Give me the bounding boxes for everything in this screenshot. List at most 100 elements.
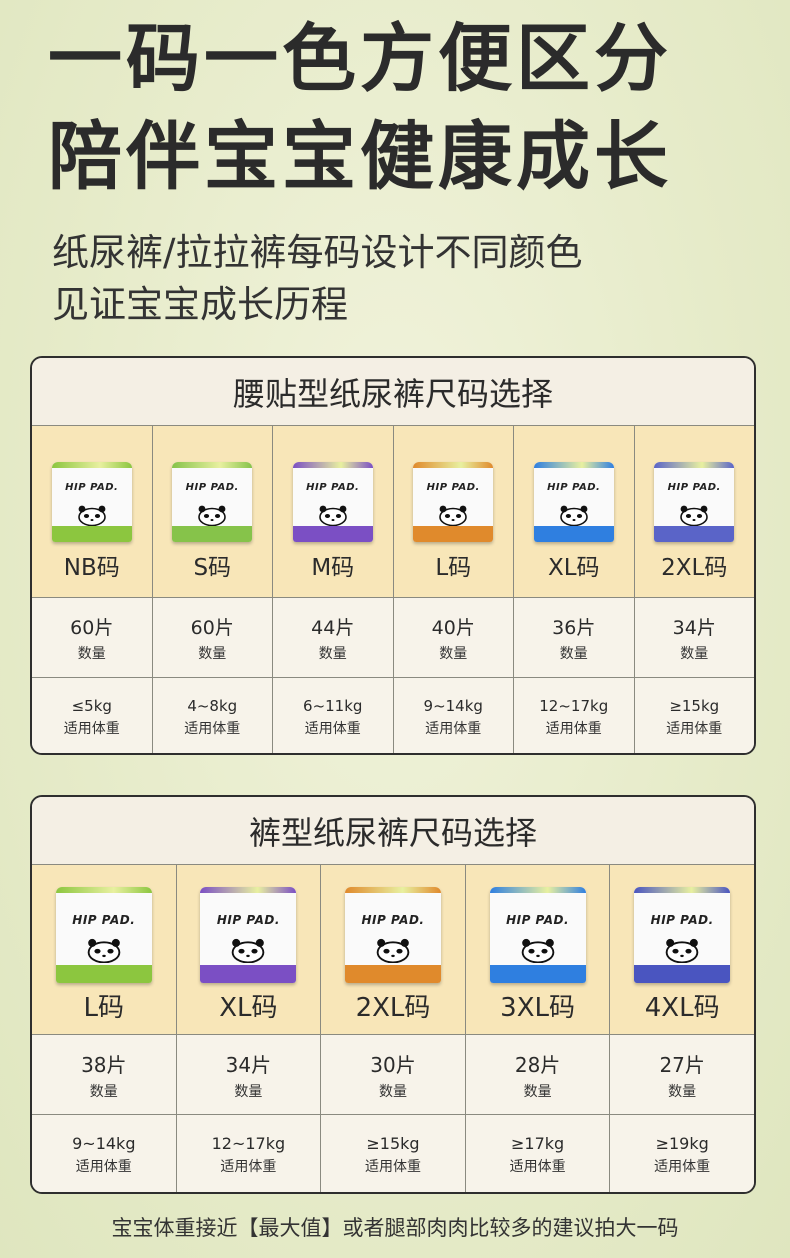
count-caption: 数量: [378, 1083, 407, 1100]
diaper-package-image: HIP PAD.: [55, 887, 152, 983]
diaper-package-image: HIP PAD.: [413, 462, 494, 542]
size-column: HIP PAD. XL码 34片 数量: [176, 865, 322, 1192]
size-column: HIP PAD. L码 38片 数量 9: [32, 865, 177, 1192]
tape-diaper-size-table: 腰贴型纸尿裤尺码选择 HIP PAD. NB码: [30, 356, 756, 755]
count-cell: 36片 数量: [514, 598, 634, 678]
count-value: 44片: [311, 616, 355, 639]
panda-face-icon: [318, 505, 347, 526]
size-label: NB码: [63, 555, 120, 581]
package-top-stripe: [55, 887, 152, 893]
count-caption: 数量: [77, 645, 106, 662]
size-grid: HIP PAD. NB码 60片 数量: [32, 426, 754, 753]
product-image-cell: HIP PAD. 4XL码: [610, 865, 754, 1035]
size-grid: HIP PAD. L码 38片 数量 9: [32, 865, 754, 1192]
panda-face-icon: [198, 505, 227, 526]
package-color-band: [533, 526, 614, 542]
weight-value: ≥15kg: [669, 697, 720, 715]
panda-face-icon: [680, 505, 709, 526]
count-value: 36片: [552, 616, 596, 639]
package-color-band: [654, 526, 735, 542]
count-value: 34片: [672, 616, 716, 639]
weight-cell: ≤5kg 适用体重: [32, 678, 152, 753]
package-top-stripe: [413, 462, 494, 468]
weight-caption: 适用体重: [666, 721, 723, 737]
size-column: HIP PAD. S码 60片 数量 4: [152, 426, 273, 753]
weight-caption: 适用体重: [509, 1158, 566, 1175]
brand-logo: HIP PAD.: [361, 913, 425, 927]
count-value: 27片: [659, 1052, 705, 1077]
weight-cell: ≥19kg 适用体重: [610, 1115, 754, 1192]
product-image-cell: HIP PAD. L码: [32, 865, 176, 1035]
pants-diaper-size-table: 裤型纸尿裤尺码选择 HIP PAD. L码: [30, 795, 756, 1194]
count-caption: 数量: [234, 1083, 263, 1100]
weight-value: ≥19kg: [655, 1133, 709, 1153]
size-column: HIP PAD. M码 44片 数量 6: [273, 426, 394, 753]
weight-value: ≥17kg: [510, 1133, 565, 1153]
product-image-cell: HIP PAD. 2XL码: [634, 426, 754, 598]
size-label: XL码: [547, 555, 600, 581]
package-top-stripe: [292, 462, 373, 468]
count-caption: 数量: [198, 645, 227, 662]
diaper-package-image: HIP PAD.: [292, 462, 373, 542]
package-color-band: [413, 526, 494, 542]
product-image-cell: HIP PAD. XL码: [514, 426, 634, 598]
package-top-stripe: [634, 887, 731, 893]
weight-value: 9~14kg: [72, 1133, 136, 1153]
weight-caption: 适用体重: [545, 721, 602, 737]
diaper-package-image: HIP PAD.: [489, 887, 586, 983]
table-title: 裤型纸尿裤尺码选择: [32, 797, 754, 865]
weight-cell: 9~14kg 适用体重: [393, 678, 513, 753]
product-image-cell: HIP PAD. 2XL码: [321, 865, 465, 1035]
diaper-package-image: HIP PAD.: [200, 887, 297, 983]
size-column: HIP PAD. XL码 36片 数量: [514, 426, 635, 753]
panda-face-icon: [559, 505, 588, 526]
package-top-stripe: [200, 887, 297, 893]
weight-caption: 适用体重: [63, 721, 120, 737]
size-column: HIP PAD. 2XL码 34片 数量: [634, 426, 754, 753]
count-value: 60片: [190, 616, 234, 639]
size-label: 4XL码: [644, 993, 720, 1023]
package-color-band: [292, 526, 373, 542]
package-color-band: [200, 965, 297, 983]
table-title: 腰贴型纸尿裤尺码选择: [32, 358, 754, 426]
weight-caption: 适用体重: [220, 1158, 277, 1175]
weight-caption: 适用体重: [75, 1158, 132, 1175]
count-caption: 数量: [439, 645, 468, 662]
weight-value: ≥15kg: [366, 1133, 420, 1153]
package-color-band: [344, 965, 441, 983]
diaper-package-image: HIP PAD.: [344, 887, 441, 983]
weight-cell: ≥15kg 适用体重: [321, 1115, 465, 1192]
count-caption: 数量: [318, 645, 347, 662]
panda-face-icon: [439, 505, 468, 526]
count-caption: 数量: [668, 1083, 697, 1100]
package-top-stripe: [344, 887, 441, 893]
headline-line-2: 陪伴宝宝健康成长: [48, 114, 672, 200]
count-value: 30片: [370, 1052, 416, 1077]
weight-caption: 适用体重: [304, 721, 361, 737]
weight-cell: 12~17kg 适用体重: [514, 678, 634, 753]
panda-face-icon: [87, 938, 121, 963]
weight-cell: ≥15kg 适用体重: [634, 678, 754, 753]
diaper-package-image: HIP PAD.: [654, 462, 735, 542]
count-cell: 38片 数量: [32, 1035, 176, 1115]
count-cell: 34片 数量: [634, 598, 754, 678]
count-cell: 30片 数量: [321, 1035, 465, 1115]
package-top-stripe: [533, 462, 614, 468]
brand-logo: HIP PAD.: [65, 482, 119, 493]
package-top-stripe: [654, 462, 735, 468]
weight-cell: 9~14kg 适用体重: [32, 1115, 176, 1192]
size-label: M码: [311, 555, 355, 581]
weight-value: ≤5kg: [71, 697, 112, 715]
headline-line-1: 一码一色方便区分: [48, 16, 672, 102]
count-cell: 27片 数量: [610, 1035, 754, 1115]
brand-logo: HIP PAD.: [667, 482, 721, 493]
package-color-band: [634, 965, 731, 983]
product-image-cell: HIP PAD. XL码: [176, 865, 321, 1035]
panda-face-icon: [376, 938, 410, 963]
product-image-cell: HIP PAD. NB码: [32, 426, 152, 598]
count-cell: 34片 数量: [176, 1035, 321, 1115]
size-label: 2XL码: [355, 993, 431, 1023]
weight-value: 4~8kg: [187, 697, 238, 715]
count-value: 60片: [70, 616, 114, 639]
weight-value: 9~14kg: [423, 697, 483, 715]
